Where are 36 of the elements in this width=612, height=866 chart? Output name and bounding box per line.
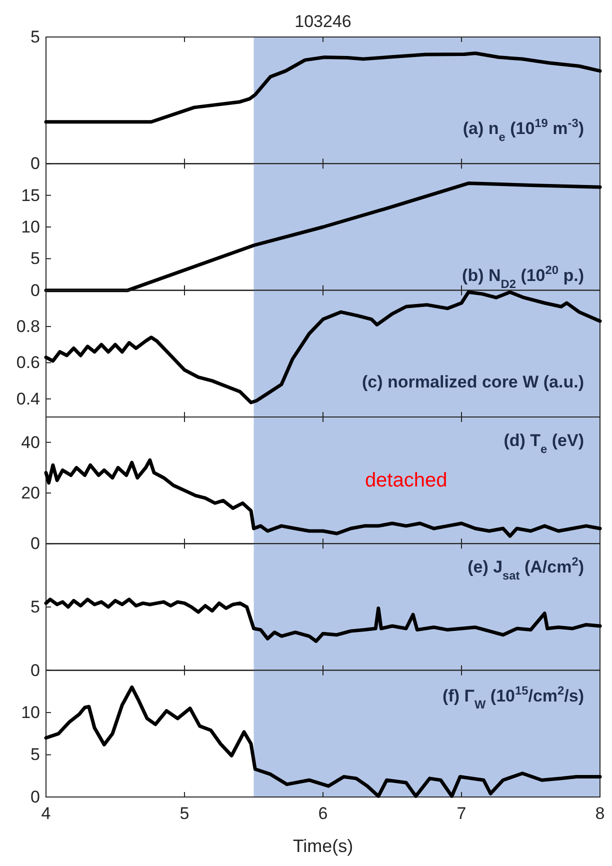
y-tick-label: 20: [21, 483, 40, 502]
y-tick-label: 0: [30, 787, 40, 806]
annotation: (f) Γ$_{W}$ (10$^{15}$/cm$^{2}$/s): [442, 684, 584, 712]
x-axis-title: Time(s): [292, 836, 354, 856]
x-tick-label: 8: [595, 804, 605, 824]
y-tick-label: 0: [30, 280, 40, 300]
y-tick-label: 15: [21, 186, 40, 205]
y-tick-label: 0: [30, 534, 40, 554]
annotation: (a) n$_{e}$ (10$^{19}$ m$^{-3}$): [462, 116, 584, 144]
y-tick-label: 0: [30, 154, 40, 174]
y-tick-label: 5: [30, 249, 40, 268]
x-tick-label: 6: [318, 804, 328, 824]
y-tick-label: 0.6: [16, 353, 40, 372]
x-tick-label: 4: [41, 804, 51, 824]
y-tick-label: 0.8: [16, 316, 40, 336]
line-series: [44, 598, 602, 643]
y-tick-label: 0.4: [16, 389, 40, 408]
line-series: [44, 182, 602, 292]
line-series: [44, 290, 602, 404]
x-tick-label: 7: [456, 804, 466, 824]
chart-title: 103246: [294, 12, 352, 31]
y-tick-label: 5: [30, 27, 40, 46]
line-series: [44, 458, 602, 538]
y-tick-label: 5: [30, 597, 40, 616]
annotation: detached: [364, 469, 448, 492]
y-tick-label: 40: [21, 432, 40, 452]
line-series: [44, 685, 602, 798]
annotation: (b) N$_{D2}$ (10$^{20}$ p.): [462, 263, 584, 292]
annotation: (c) normalized core W (a.u.): [362, 372, 584, 392]
x-tick-label: 5: [180, 804, 190, 824]
y-tick-label: 0: [30, 660, 40, 680]
y-tick-label: 10: [21, 217, 40, 236]
annotation: (d) T$_{e}$ (eV): [504, 430, 584, 456]
y-tick-label: 10: [21, 702, 40, 722]
annotation: (e) J$_{sat}$ (A/cm$^{2}$): [468, 554, 584, 582]
y-tick-label: 5: [30, 745, 40, 764]
